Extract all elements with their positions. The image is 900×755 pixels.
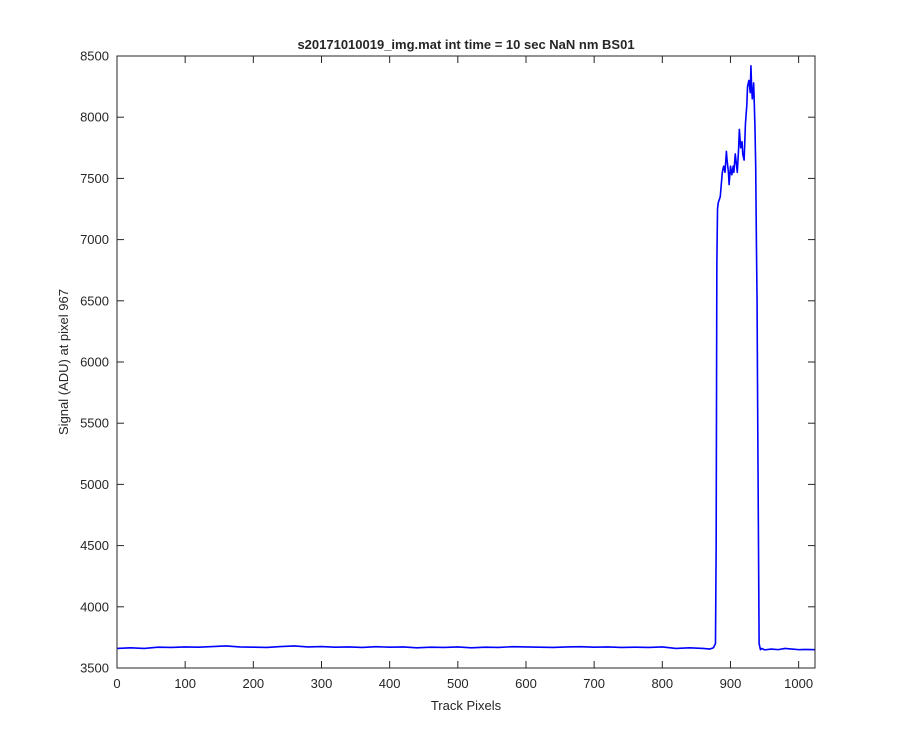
y-tick-label: 6000 <box>80 355 109 370</box>
x-tick-label: 400 <box>379 676 401 691</box>
axes-background <box>117 56 815 668</box>
x-tick-label: 100 <box>174 676 196 691</box>
y-tick-label: 3500 <box>80 661 109 676</box>
signal-series-line <box>116 64 816 651</box>
y-tick-label: 6500 <box>80 293 109 308</box>
y-tick-label: 8500 <box>80 49 109 64</box>
x-tick-label: 1000 <box>784 676 813 691</box>
y-axis-label: Signal (ADU) at pixel 967 <box>56 289 71 435</box>
y-tick-label: 4500 <box>80 538 109 553</box>
y-tick-label: 8000 <box>80 110 109 125</box>
y-tick-label: 7000 <box>80 232 109 247</box>
y-tick-label: 7500 <box>80 171 109 186</box>
x-tick-label: 500 <box>447 676 469 691</box>
y-tick-label: 5000 <box>80 477 109 492</box>
axes-box <box>116 55 816 669</box>
chart-title: s20171010019_img.mat int time = 10 sec N… <box>297 37 634 52</box>
x-tick-label: 300 <box>311 676 333 691</box>
x-tick-labels: 0 100 200 300 400 500 600 700 800 900 1000 <box>113 676 813 691</box>
y-tick-label: 4000 <box>80 599 109 614</box>
x-tick-label: 800 <box>651 676 673 691</box>
x-tick-label: 900 <box>720 676 742 691</box>
x-tick-label: 700 <box>583 676 605 691</box>
x-tick-label: 0 <box>113 676 120 691</box>
x-tick-label: 200 <box>242 676 264 691</box>
x-tick-label: 600 <box>515 676 537 691</box>
x-axis-label: Track Pixels <box>431 698 502 713</box>
y-tick-label: 5500 <box>80 416 109 431</box>
y-tick-labels: 3500 4000 4500 5000 5500 6000 6500 7000 7500 8000… <box>80 49 109 676</box>
